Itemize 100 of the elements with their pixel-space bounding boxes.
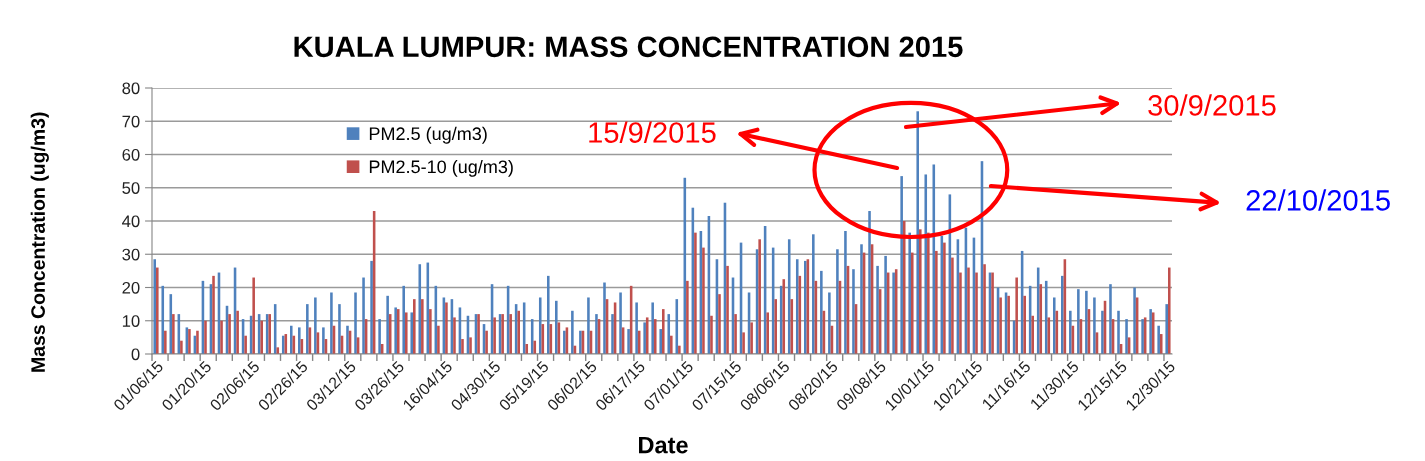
- bar: [828, 292, 831, 354]
- bar: [884, 255, 887, 354]
- bar: [919, 229, 922, 354]
- bar: [587, 297, 590, 354]
- bar: [212, 275, 215, 354]
- bar: [943, 242, 946, 354]
- bar: [694, 232, 697, 354]
- y-tick-label: 30: [122, 248, 140, 261]
- bar: [378, 319, 381, 354]
- bar: [429, 309, 432, 354]
- bar: [546, 275, 550, 354]
- bar: [298, 327, 301, 354]
- bar: [236, 310, 239, 354]
- y-tick-label: 70: [122, 115, 140, 128]
- bar: [362, 277, 365, 354]
- bar: [670, 335, 673, 354]
- bar: [1125, 319, 1128, 354]
- bar: [485, 330, 488, 354]
- bar: [635, 302, 638, 354]
- bar: [1117, 310, 1120, 354]
- bar: [555, 300, 558, 354]
- bar: [1015, 277, 1018, 354]
- bar: [404, 312, 408, 354]
- bar: [437, 325, 440, 354]
- bar: [421, 299, 424, 354]
- bar: [525, 344, 529, 354]
- bar: [686, 280, 689, 354]
- bar: [975, 272, 978, 354]
- bar: [916, 111, 920, 354]
- bar: [750, 322, 753, 354]
- legend-label: PM2.5-10 (ug/m3): [369, 159, 513, 177]
- bar: [1101, 310, 1104, 354]
- bar: [1039, 284, 1043, 354]
- bar: [1052, 297, 1056, 354]
- bar: [289, 325, 293, 354]
- bar: [252, 277, 255, 354]
- bar: [1044, 280, 1048, 354]
- bar: [153, 259, 157, 354]
- y-tick-label: 10: [122, 315, 140, 327]
- bar: [571, 310, 574, 354]
- bar: [1077, 289, 1080, 354]
- bar: [667, 314, 671, 354]
- bar: [924, 174, 928, 354]
- bar: [868, 211, 871, 354]
- bar: [1069, 310, 1072, 354]
- bar: [844, 230, 847, 354]
- bar: [228, 314, 231, 354]
- bar: [774, 299, 778, 354]
- bar: [410, 312, 414, 354]
- bar: [662, 309, 665, 354]
- bar: [967, 267, 970, 354]
- bar: [260, 320, 263, 354]
- bar: [517, 310, 520, 354]
- bar: [782, 279, 786, 354]
- bar: [314, 297, 317, 354]
- bar: [726, 265, 729, 354]
- y-axis-title: Mass Concentration (ug/m3): [30, 112, 49, 372]
- bar: [338, 304, 341, 354]
- bar: [1167, 267, 1171, 354]
- bar: [402, 285, 405, 354]
- bar: [787, 239, 791, 354]
- chart-title: KUALA LUMPUR: MASS CONCENTRATION 2015: [294, 36, 963, 58]
- bar: [538, 297, 542, 354]
- bar: [330, 292, 333, 354]
- bar: [354, 292, 357, 354]
- bar: [180, 340, 183, 354]
- bar: [935, 250, 938, 354]
- bar: [908, 232, 911, 354]
- bar: [1157, 325, 1160, 354]
- bar: [927, 232, 930, 354]
- y-tick-label: 0: [131, 348, 140, 361]
- bar: [675, 299, 679, 354]
- text: 22/10/2015: [1246, 189, 1390, 211]
- bar: [453, 317, 456, 354]
- bar: [900, 176, 903, 354]
- bar: [603, 282, 606, 354]
- y-tick-label: 60: [122, 148, 140, 161]
- bar: [418, 264, 422, 354]
- bar: [860, 244, 863, 354]
- bar: [678, 345, 681, 354]
- bar: [766, 312, 769, 354]
- bar: [1023, 295, 1026, 354]
- bar: [627, 329, 630, 354]
- bar: [1165, 304, 1168, 354]
- bar: [836, 249, 839, 354]
- bar: [999, 297, 1002, 354]
- bar: [156, 267, 159, 354]
- y-tick-label: 40: [122, 215, 140, 228]
- bar: [413, 299, 416, 354]
- bar: [220, 320, 223, 354]
- bar: [812, 234, 815, 354]
- y-tick-label: 20: [122, 281, 140, 294]
- bar: [204, 320, 207, 354]
- bar: [659, 329, 662, 354]
- bar: [533, 340, 537, 354]
- bar: [820, 270, 823, 354]
- bar: [619, 292, 622, 354]
- bar: [595, 314, 598, 354]
- bar: [276, 347, 280, 354]
- bar: [1159, 334, 1163, 354]
